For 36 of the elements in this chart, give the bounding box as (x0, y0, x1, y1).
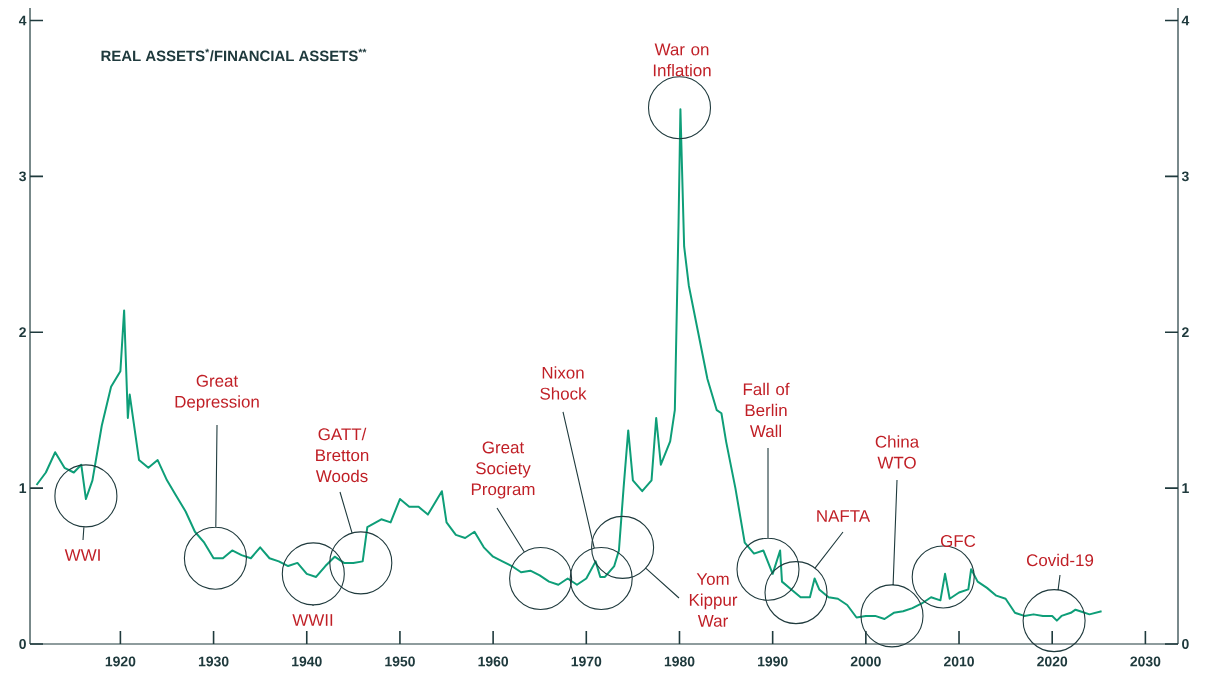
y2-tick-label: 1 (1182, 483, 1189, 493)
annotation: China WTO (875, 435, 920, 469)
annotation: Nixon Shock (540, 366, 587, 400)
x-tick-label: 1960 (478, 656, 509, 667)
x-tick-label: 1980 (664, 656, 695, 667)
annotation: GFC (940, 534, 976, 547)
x-tick-label: 1940 (292, 656, 322, 667)
y-tick-label: 3 (19, 171, 26, 182)
annotation: NAFTA (817, 510, 871, 522)
y-tick-label: 2 (19, 327, 26, 338)
y2-tick-label: 0 (1182, 639, 1189, 649)
x-tick-label: 2000 (850, 656, 881, 667)
text: REAL ASSETS$^{*}$/FINANCIAL ASSETS$^{**}$ (101, 48, 367, 62)
annotation: WWII (292, 614, 333, 626)
annotation: WWI (64, 549, 100, 561)
y-tick-label: 0 (19, 639, 26, 649)
x-tick-label: 1970 (571, 656, 602, 667)
y-tick-label: 4 (18, 15, 27, 26)
y-tick-label: 1 (19, 483, 27, 493)
x-tick-label: 1930 (198, 656, 229, 667)
annotation: War on Inflation (653, 43, 711, 77)
x-tick-label: 1990 (758, 656, 788, 667)
annotation: Fall of Berlin Wall (743, 382, 790, 438)
annotation: GATT/ Bretton Woods (315, 427, 369, 483)
annotation: Great Society Program (471, 441, 535, 499)
x-tick-label: 2030 (1130, 656, 1161, 667)
y2-tick-label: 4 (1181, 15, 1190, 26)
x-tick-label: 2020 (1037, 656, 1068, 667)
y2-tick-label: 3 (1181, 171, 1189, 182)
x-tick-label: 1950 (385, 656, 415, 667)
annotation: Covid-19 (1026, 553, 1094, 567)
annotation: Great Depression (175, 374, 259, 412)
x-tick-label: 1920 (105, 656, 136, 667)
annotation: Yom Kippur War (689, 573, 738, 627)
x-tick-label: 2010 (943, 656, 974, 667)
y2-tick-label: 2 (1182, 327, 1189, 338)
